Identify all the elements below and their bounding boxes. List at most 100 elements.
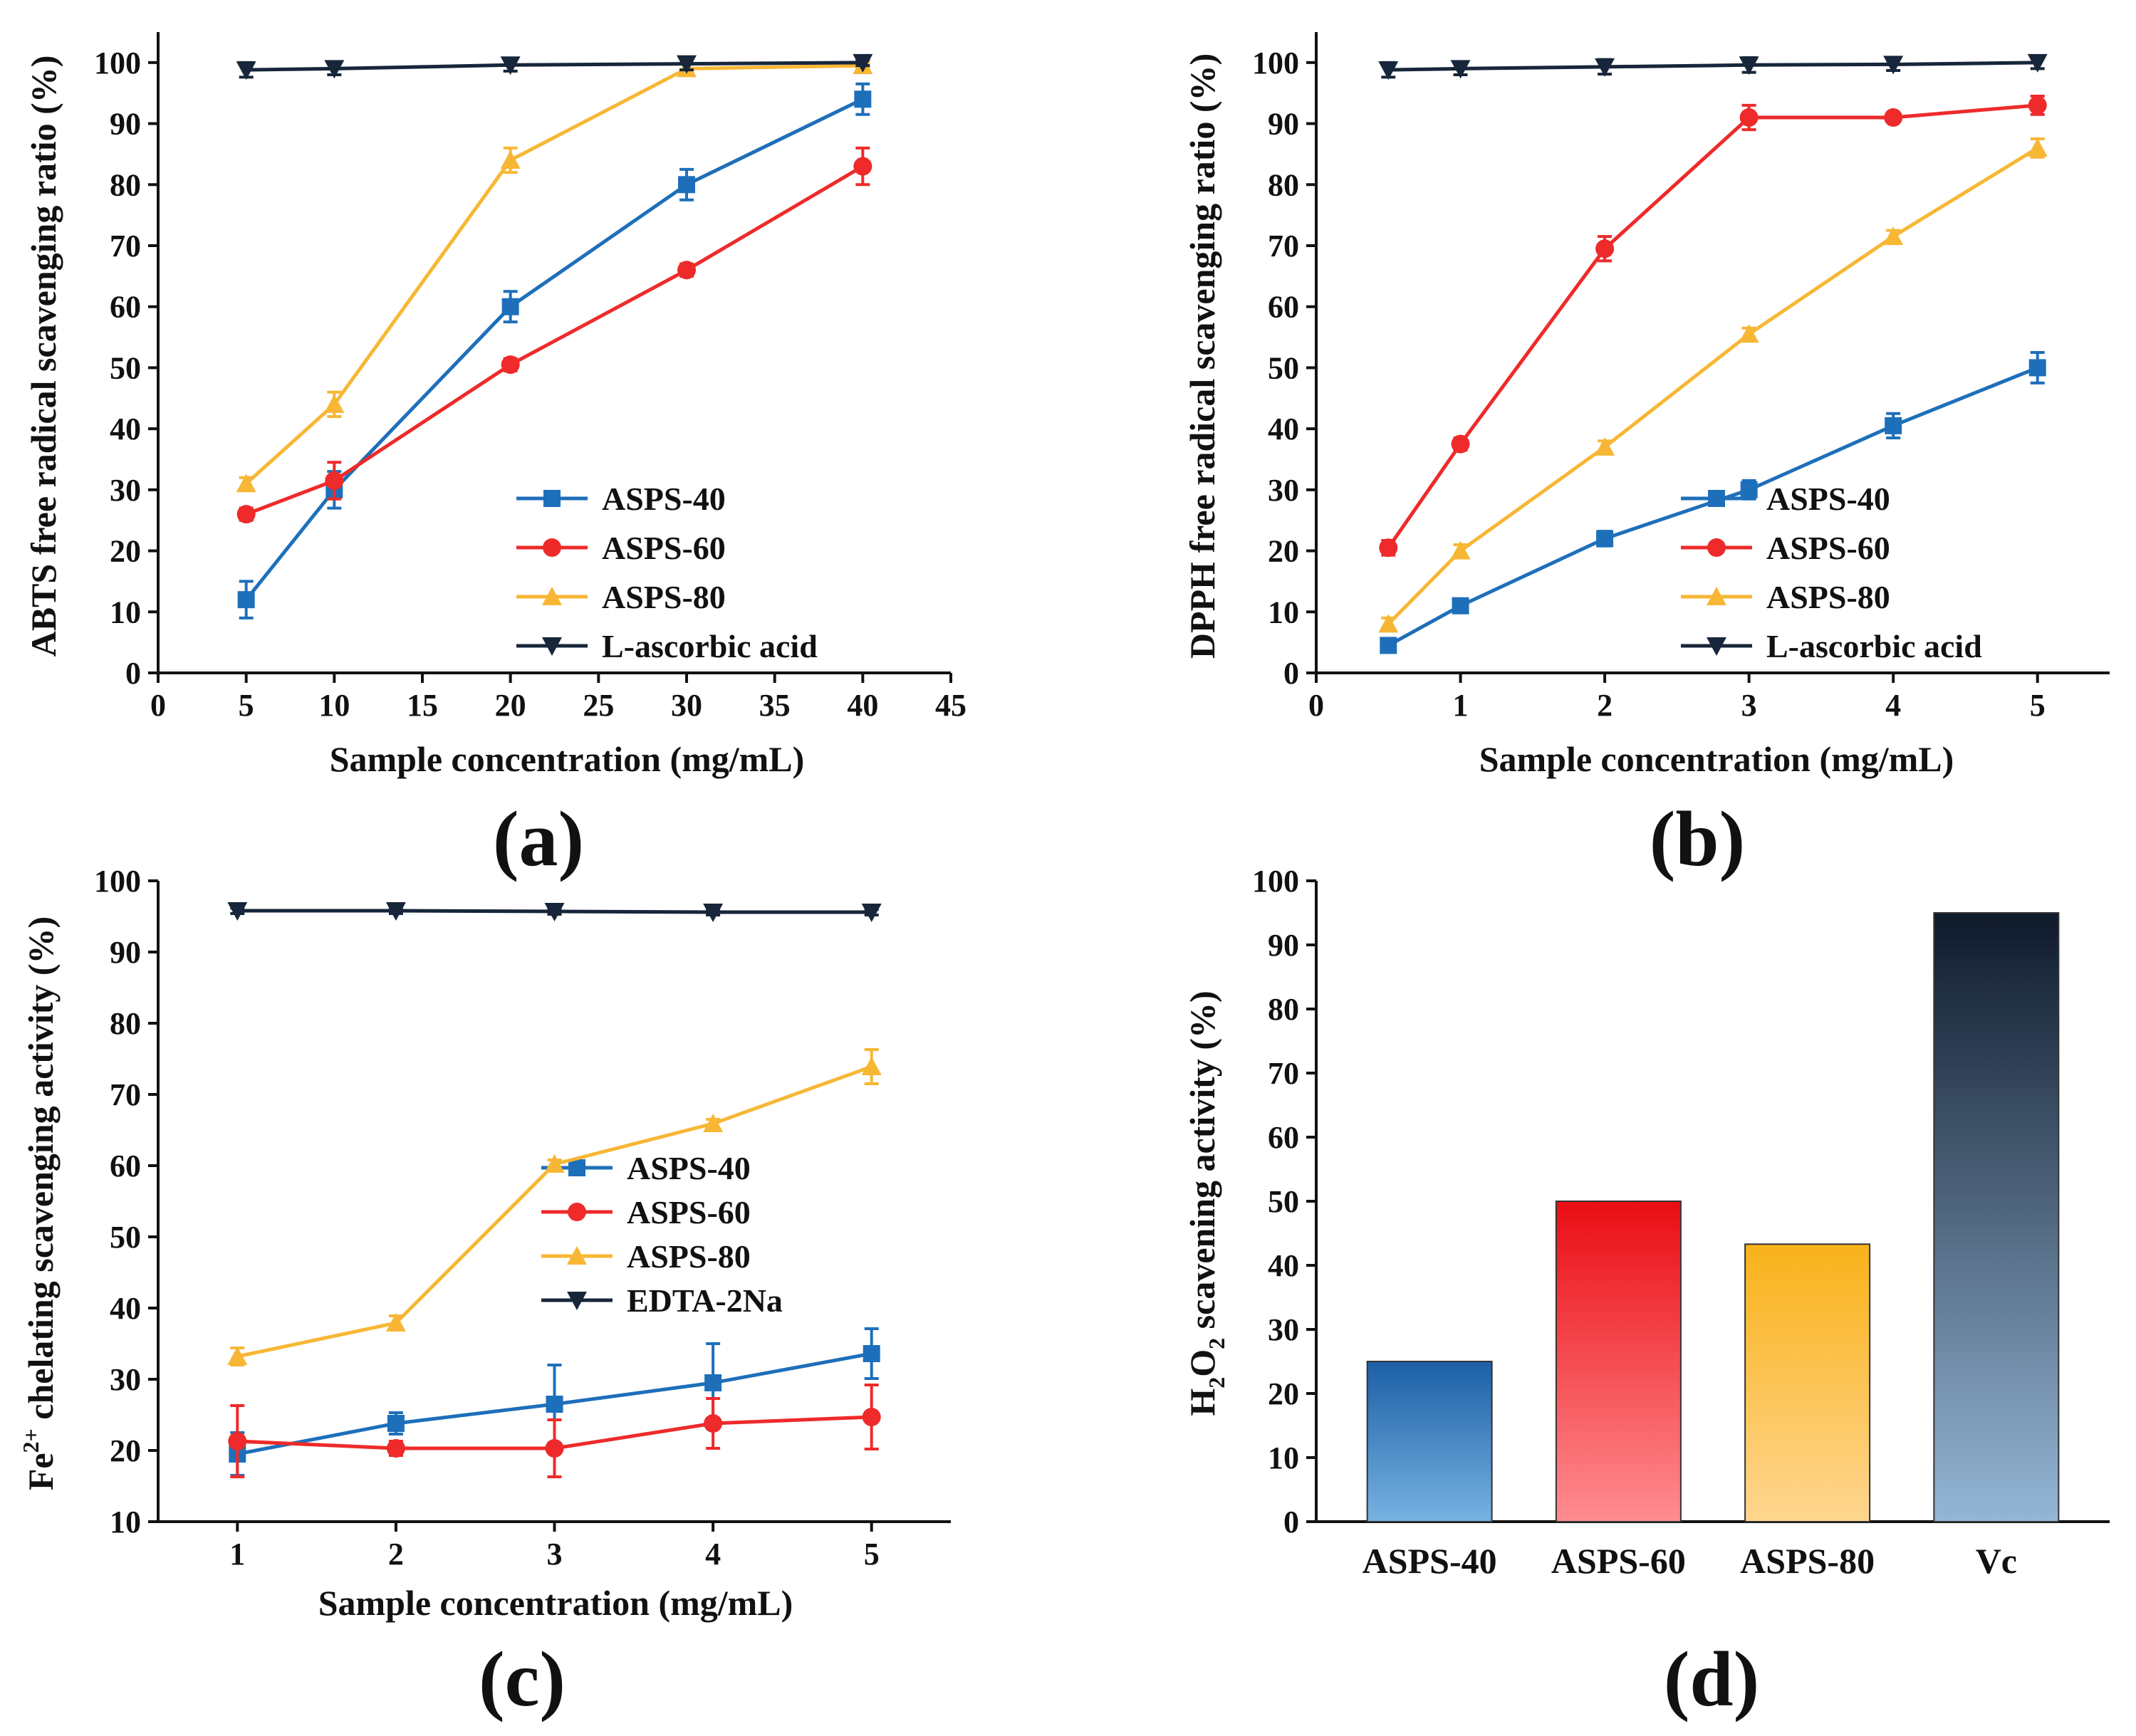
panel-b-data-point xyxy=(1378,61,1399,80)
panel-a-xtick-label: 35 xyxy=(759,688,791,723)
panel-a-data-point xyxy=(325,471,344,490)
panel-a-abts-chart: ABTS free radical scavenging ratio (%) S… xyxy=(24,32,967,882)
panel-a-ytick-label: 0 xyxy=(125,656,141,691)
panel-b-series-line xyxy=(1388,61,2038,72)
panel-c-legend-swatch-marker xyxy=(567,1292,587,1310)
panel-c-data-point xyxy=(704,1374,722,1391)
panel-d-ytick-label: 60 xyxy=(1268,1120,1299,1155)
panel-b-data-point xyxy=(2027,53,2048,73)
panel-c-data-point xyxy=(386,1439,405,1458)
panel-a-data-point xyxy=(324,60,345,79)
panel-a-data-point xyxy=(236,505,256,524)
panel-c-data-point xyxy=(546,1396,563,1413)
panel-c-data-point xyxy=(227,902,248,921)
panel-c-data-point xyxy=(544,1154,565,1173)
panel-a-ytick-label: 30 xyxy=(110,473,141,508)
panel-c-ylabel-suffix: chelating scavenging activity (%) xyxy=(21,916,61,1428)
panel-c-label: (c) xyxy=(479,1636,566,1722)
panel-c-data-point xyxy=(385,902,406,921)
panel-c-ytick-label: 30 xyxy=(110,1362,141,1397)
panel-c-legend-swatch-marker xyxy=(568,1203,586,1221)
panel-b-legend-swatch-marker xyxy=(1707,538,1726,557)
panel-a-xtick-label: 0 xyxy=(150,688,166,723)
panel-c-data-point xyxy=(544,903,565,921)
panel-c-legend-label: EDTA-2Na xyxy=(627,1282,783,1319)
panel-a-xtick-label: 25 xyxy=(583,688,614,723)
panel-a-ytick-label: 100 xyxy=(94,46,141,80)
panel-b-xtick-label: 2 xyxy=(1597,688,1613,723)
panel-d-ylabel-sub2: 2 xyxy=(1204,1338,1229,1349)
panel-a-data-point xyxy=(236,474,256,493)
panel-a-data-point xyxy=(853,157,872,176)
panel-a-legend-label: ASPS-60 xyxy=(602,530,726,566)
panel-a-legend-item: ASPS-40 xyxy=(516,481,726,517)
panel-c-data-point xyxy=(228,1432,247,1450)
panel-d-category-label: ASPS-40 xyxy=(1363,1541,1497,1581)
panel-b-data-point xyxy=(2027,137,2048,157)
panel-b-ytick-label: 90 xyxy=(1268,107,1299,142)
panel-b-data-point xyxy=(2028,359,2046,377)
panel-c-ytick-label: 100 xyxy=(94,864,141,899)
panel-a-series-asps-40 xyxy=(237,82,872,619)
panel-c-ytick-label: 40 xyxy=(110,1291,141,1326)
panel-d-ytick-label: 10 xyxy=(1268,1440,1299,1475)
panel-a-legend-label: ASPS-80 xyxy=(602,579,726,615)
panel-c-xtick-label: 4 xyxy=(705,1537,721,1572)
panel-d-ylabel: H2O2 scavening activity (%) xyxy=(1182,990,1229,1416)
panel-a-data-point xyxy=(678,176,695,194)
panel-a-ytick-label: 70 xyxy=(110,229,141,263)
panel-d-ytick-label: 90 xyxy=(1268,928,1299,963)
panel-b-series-l-ascorbic-acid xyxy=(1378,53,2048,80)
panel-b-legend-swatch-marker xyxy=(1707,587,1726,605)
panel-b-series-line xyxy=(1387,146,2039,626)
panel-b-series-asps-40 xyxy=(1380,351,2046,654)
panel-b-data-point xyxy=(1739,56,1759,75)
panel-a-series-line xyxy=(244,98,864,601)
panel-d-ylabel-suffix: scavening activity (%) xyxy=(1182,990,1222,1337)
panel-b-data-point xyxy=(1450,540,1471,560)
panel-c-ylabel: Fe2+ chelating scavenging activity (%) xyxy=(18,916,61,1490)
panel-b-legend-label: ASPS-80 xyxy=(1766,579,1890,615)
panel-d-ylabel-sub1: 2 xyxy=(1204,1377,1229,1389)
panel-c-series-asps-80 xyxy=(227,1048,882,1366)
panel-c-xtick-label: 2 xyxy=(388,1537,404,1572)
panel-b-ylabel: DPPH free radical scavenging ratio (%) xyxy=(1182,53,1222,659)
panel-a-data-point xyxy=(677,261,696,280)
panel-b-data-point xyxy=(2028,95,2047,115)
panel-a-data-point xyxy=(237,591,255,609)
panel-b-data-point xyxy=(1380,637,1397,654)
panel-d-ylabel-mid: O xyxy=(1182,1349,1222,1377)
panel-b-legend-label: ASPS-40 xyxy=(1766,481,1890,517)
panel-b-data-point xyxy=(1739,108,1759,127)
panel-a-xtick-label: 40 xyxy=(847,688,878,723)
panel-c-legend-swatch-marker xyxy=(568,1159,585,1176)
panel-a-xlabel: Sample concentration (mg/mL) xyxy=(330,739,805,779)
panel-c-data-point xyxy=(862,1408,881,1426)
panel-b-xtick-label: 3 xyxy=(1741,688,1757,723)
panel-b-data-point xyxy=(1885,417,1902,434)
panel-c-ytick-label: 10 xyxy=(110,1505,141,1539)
panel-a-series-l-ascorbic-acid xyxy=(236,53,873,80)
panel-a-label: (a) xyxy=(493,795,584,882)
panel-b-legend-item: L-ascorbic acid xyxy=(1681,628,1982,664)
panel-c-ytick-label: 60 xyxy=(110,1149,141,1183)
panel-d-category-label: ASPS-80 xyxy=(1740,1541,1875,1581)
panel-b-dpph-chart: DPPH free radical scavenging ratio (%) S… xyxy=(1182,32,2110,882)
panel-a-legend-label: ASPS-40 xyxy=(602,481,726,517)
panel-d-ytick-label: 0 xyxy=(1283,1505,1299,1539)
panel-b-data-point xyxy=(1379,538,1398,558)
panel-b-xtick-label: 5 xyxy=(2030,688,2046,723)
panel-b-legend-item: ASPS-60 xyxy=(1681,530,1890,566)
panel-b-series-asps-80 xyxy=(1378,137,2048,633)
panel-b-legend-swatch-marker xyxy=(1708,490,1725,507)
panel-b-ytick-label: 0 xyxy=(1283,656,1299,691)
panel-b-data-point xyxy=(1452,597,1469,615)
panel-c-ylabel-superscript: 2+ xyxy=(18,1428,43,1453)
panel-b-data-point xyxy=(1595,239,1615,258)
panel-b-xtick-label: 4 xyxy=(1885,688,1901,723)
panel-c-legend-item: ASPS-40 xyxy=(541,1150,751,1186)
panel-c-data-point xyxy=(227,1347,248,1365)
panel-a-ytick-label: 40 xyxy=(110,412,141,446)
panel-b-ytick-label: 50 xyxy=(1268,350,1299,385)
panel-b-data-point xyxy=(1883,56,1904,75)
